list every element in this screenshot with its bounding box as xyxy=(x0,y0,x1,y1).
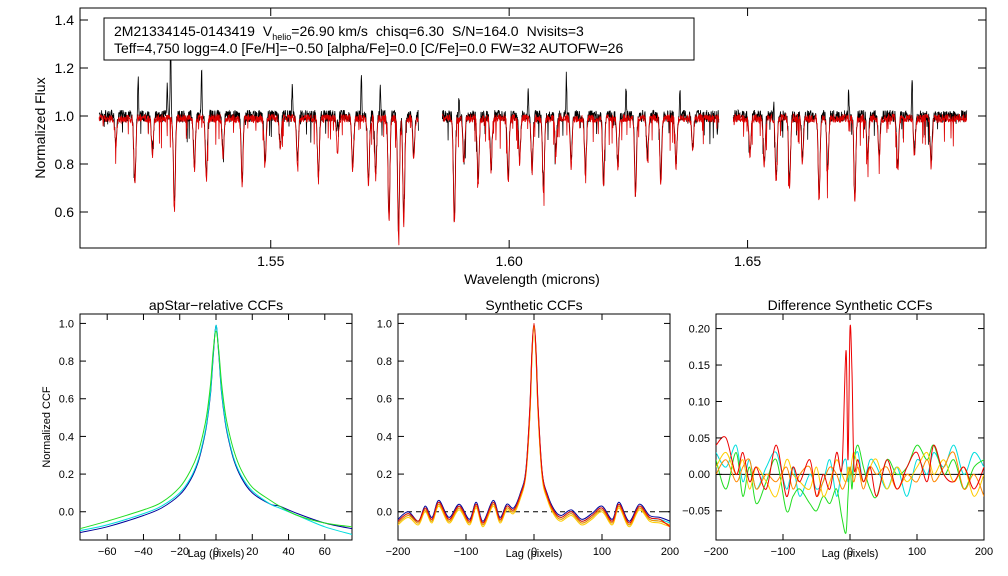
y-tick-label: 0.6 xyxy=(55,204,75,220)
ccf-series-line xyxy=(398,326,670,526)
ccf-series-line xyxy=(716,324,984,497)
ccf-series-line xyxy=(398,322,670,528)
y-tick-label: 1.2 xyxy=(55,60,75,76)
spectrum-series xyxy=(98,51,968,246)
synthetic-ccf-panel: −200 −100 0 100 200 0.0 0.2 0.4 0.6 0.8 1.0 Synthe… xyxy=(377,297,679,560)
spectrum-xlabel: Wavelength (microns) xyxy=(464,271,600,287)
x-tick-label: 1.65 xyxy=(734,253,761,269)
vhelio-value: =26.90 km/s xyxy=(291,23,368,39)
difference-ccf-title: Difference Synthetic CCFs xyxy=(768,297,933,313)
chisq-value: chisq=6.30 xyxy=(376,23,444,39)
stellar-params: Teff=4,750 logg=4.0 [Fe/H]=−0.50 [alpha/… xyxy=(114,40,623,56)
observed-spectrum-segment xyxy=(732,80,968,195)
difference-ccf-series xyxy=(716,324,984,534)
vhelio-subscript: helio xyxy=(272,32,291,42)
y-tick-label: 0.00 xyxy=(689,469,710,481)
spectrum-ylabel: Normalized Flux xyxy=(32,77,48,178)
y-tick-label: 0.2 xyxy=(377,469,392,481)
apstar-ccf-title: apStar−relative CCFs xyxy=(149,297,283,313)
synthetic-ccf-axes: −200 −100 0 100 200 0.0 0.2 0.4 0.6 0.8 1.0 xyxy=(377,314,679,558)
difference-ccf-panel: −200 −100 0 100 200 −0.05 0.00 0.05 0.10 0.15 0.20… xyxy=(682,297,993,560)
info-line-1: 2M21334145-0143419 Vhelio=26.90 km/s chisq… xyxy=(114,23,584,42)
y-tick-label: 1.0 xyxy=(55,108,75,124)
y-tick-label: 0.20 xyxy=(689,323,710,335)
x-tick-label: 1.55 xyxy=(257,253,284,269)
x-tick-label: 60 xyxy=(319,546,331,558)
y-tick-label: 0.6 xyxy=(377,394,392,406)
ccf-series-line xyxy=(80,330,352,530)
model-spectrum-segment xyxy=(98,113,419,246)
apstar-ccf-frame xyxy=(79,313,353,541)
spectrum-axes: 1.55 1.60 1.65 0.6 0.8 1.0 1.2 1.4 xyxy=(55,8,986,269)
ccf-series-line xyxy=(80,324,352,535)
x-tick-label: 200 xyxy=(661,546,679,558)
x-tick-label: 200 xyxy=(975,546,993,558)
y-tick-label: 0.2 xyxy=(59,469,74,481)
y-tick-label: 0.10 xyxy=(689,396,710,408)
y-tick-label: 0.0 xyxy=(377,507,392,519)
x-tick-label: 100 xyxy=(908,546,926,558)
y-tick-label: −0.05 xyxy=(682,506,710,518)
x-tick-label: 0 xyxy=(531,546,537,558)
y-tick-label: 1.0 xyxy=(377,318,392,330)
ccf-series-line xyxy=(80,324,352,533)
x-tick-label: −200 xyxy=(386,546,411,558)
model-spectrum-segment xyxy=(732,112,968,202)
y-tick-label: 0.15 xyxy=(689,360,710,372)
x-tick-label: −20 xyxy=(170,546,189,558)
plot-area xyxy=(80,324,352,535)
star-id: 2M21334145-0143419 xyxy=(114,23,255,39)
x-tick-label: 20 xyxy=(246,546,258,558)
snr-value: S/N=164.0 xyxy=(452,23,519,39)
y-tick-label: 1.4 xyxy=(55,12,75,28)
plot-area xyxy=(398,322,670,528)
difference-ccf-axes: −200 −100 0 100 200 −0.05 0.00 0.05 0.10 0.15 0.20 xyxy=(682,314,993,558)
synthetic-ccf-xlabel: Lag (pixels) xyxy=(506,548,563,560)
x-tick-label: 100 xyxy=(593,546,611,558)
x-tick-label: −40 xyxy=(134,546,153,558)
y-tick-label: 0.8 xyxy=(377,356,392,368)
ccf-series-line xyxy=(398,324,670,522)
y-tick-label: 0.0 xyxy=(59,507,74,519)
ccf-series-line xyxy=(398,324,670,524)
ccf-series-line xyxy=(716,444,984,497)
x-tick-label: 1.60 xyxy=(496,253,523,269)
y-tick-label: 0.4 xyxy=(377,431,392,443)
x-tick-label: 40 xyxy=(282,546,294,558)
nvisits-value: Nvisits=3 xyxy=(527,23,584,39)
synthetic-ccf-title: Synthetic CCFs xyxy=(485,297,582,313)
apstar-ccf-series xyxy=(80,324,352,535)
y-tick-label: 0.8 xyxy=(59,356,74,368)
observed-spectrum-segment xyxy=(98,51,419,232)
x-tick-label: −100 xyxy=(454,546,479,558)
x-tick-label: 0 xyxy=(213,546,219,558)
synthetic-ccf-series xyxy=(398,322,670,528)
spectrum-frame xyxy=(79,7,987,249)
apstar-ccf-axes: −60 −40 −20 0 20 40 60 0.0 0.2 0.4 0.6 0.8 1.0 xyxy=(59,314,352,558)
ccf-series-line xyxy=(398,326,670,528)
y-tick-label: 0.8 xyxy=(55,156,75,172)
x-tick-label: −60 xyxy=(98,546,117,558)
ccf-series-line xyxy=(716,451,984,498)
y-tick-label: 0.05 xyxy=(689,433,710,445)
x-tick-label: −200 xyxy=(704,546,729,558)
y-tick-label: 0.4 xyxy=(59,431,74,443)
spectrum-panel: 1.55 1.60 1.65 0.6 0.8 1.0 1.2 1.4 2M21334145-0… xyxy=(32,7,987,287)
apstar-ccf-panel: −60 −40 −20 0 20 40 60 0.0 0.2 0.4 0.6 0.8 1.0 apSta… xyxy=(41,297,353,560)
plot-area xyxy=(716,324,984,534)
vhelio-label: V xyxy=(263,23,273,39)
ccf-series-line xyxy=(716,451,984,498)
x-tick-label: −100 xyxy=(771,546,796,558)
model-spectrum-segment xyxy=(442,112,720,223)
apstar-ccf-ylabel: Normalized CCF xyxy=(41,386,53,468)
y-tick-label: 1.0 xyxy=(59,318,74,330)
ccf-series-line xyxy=(398,324,670,526)
difference-ccf-xlabel: Lag (pixels) xyxy=(822,548,879,560)
info-box xyxy=(103,17,695,61)
y-tick-label: 0.6 xyxy=(59,394,74,406)
x-tick-label: 0 xyxy=(847,546,853,558)
apstar-ccf-xlabel: Lag (pixels) xyxy=(188,548,245,560)
